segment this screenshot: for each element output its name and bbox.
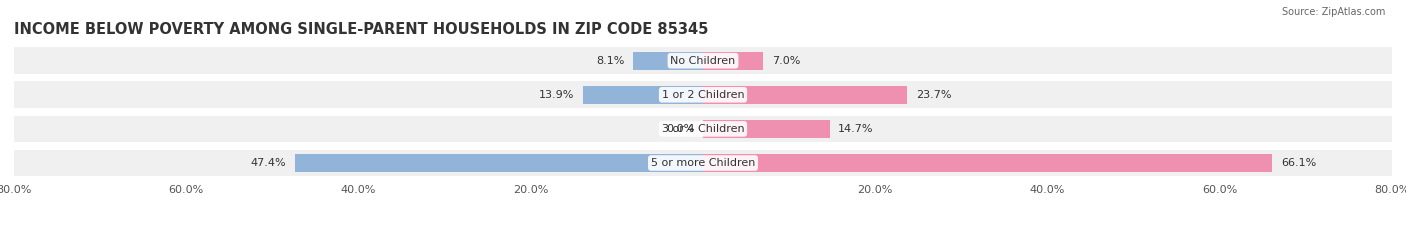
Bar: [14, 116, 1392, 142]
Text: INCOME BELOW POVERTY AMONG SINGLE-PARENT HOUSEHOLDS IN ZIP CODE 85345: INCOME BELOW POVERTY AMONG SINGLE-PARENT…: [14, 22, 709, 37]
Bar: [14, 47, 1392, 74]
Text: 8.1%: 8.1%: [596, 56, 624, 66]
Bar: [583, 86, 703, 104]
Text: 5 or more Children: 5 or more Children: [651, 158, 755, 168]
Text: 14.7%: 14.7%: [838, 124, 873, 134]
Bar: [14, 150, 1392, 176]
Bar: [703, 86, 907, 104]
Bar: [295, 154, 703, 172]
Bar: [14, 82, 1392, 108]
Bar: [633, 52, 703, 70]
Text: 66.1%: 66.1%: [1281, 158, 1316, 168]
Bar: [703, 120, 830, 138]
Text: 3 or 4 Children: 3 or 4 Children: [662, 124, 744, 134]
Text: 0.0%: 0.0%: [666, 124, 695, 134]
Text: Source: ZipAtlas.com: Source: ZipAtlas.com: [1281, 7, 1385, 17]
Bar: [703, 154, 1272, 172]
Text: No Children: No Children: [671, 56, 735, 66]
Text: 23.7%: 23.7%: [915, 90, 952, 100]
Bar: [703, 52, 763, 70]
Text: 7.0%: 7.0%: [772, 56, 800, 66]
Text: 47.4%: 47.4%: [250, 158, 287, 168]
Text: 13.9%: 13.9%: [540, 90, 575, 100]
Text: 1 or 2 Children: 1 or 2 Children: [662, 90, 744, 100]
